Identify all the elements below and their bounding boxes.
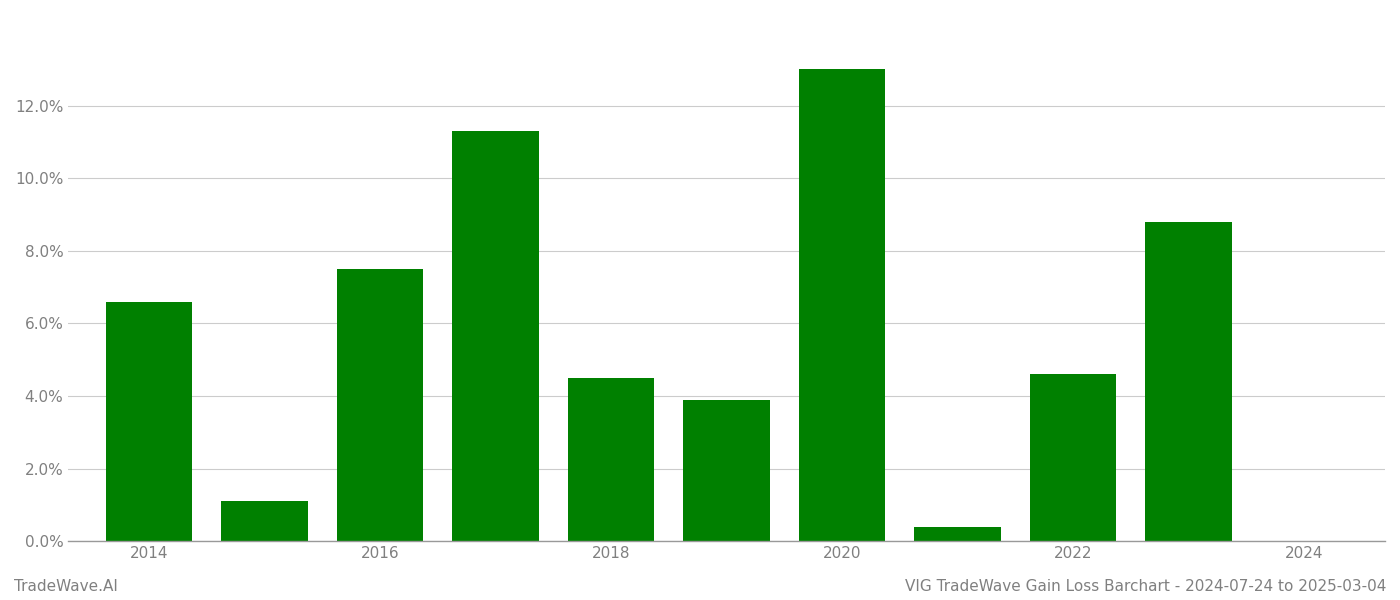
Bar (799, 70, 885, 541)
Text: TradeWave.AI: TradeWave.AI (14, 579, 118, 594)
Bar (337, 269, 423, 541)
Bar (452, 131, 539, 541)
Bar (914, 527, 1001, 541)
Bar (1145, 222, 1232, 541)
Bar (683, 400, 770, 541)
Bar (221, 501, 308, 541)
Text: VIG TradeWave Gain Loss Barchart - 2024-07-24 to 2025-03-04: VIG TradeWave Gain Loss Barchart - 2024-… (904, 579, 1386, 594)
Bar (568, 378, 654, 541)
Bar (106, 302, 192, 541)
Bar (1030, 374, 1116, 541)
